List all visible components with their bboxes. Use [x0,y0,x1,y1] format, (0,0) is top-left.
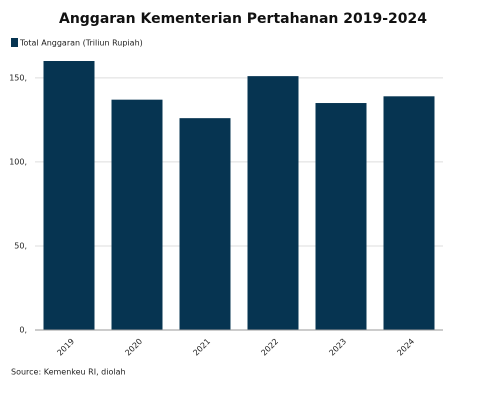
x-tick-label: 2021 [191,337,212,358]
x-tick-label: 2024 [395,337,416,358]
source-note: Source: Kemenkeu RI, diolah [11,368,126,377]
y-tick-label: 100, [9,157,27,166]
bar [179,118,231,330]
y-tick-label: 0, [19,326,27,335]
y-tick-label: 150, [9,73,27,82]
legend-label: Total Anggaran (Triliun Rupiah) [19,39,143,48]
bar [247,76,299,330]
x-tick-label: 2019 [55,337,76,358]
y-tick-label: 50, [14,241,27,250]
chart-title: Anggaran Kementerian Pertahanan 2019-202… [59,11,427,27]
x-tick-label: 2023 [327,337,348,358]
x-tick-label: 2022 [259,337,280,358]
bar [315,103,367,330]
legend-swatch [11,38,18,47]
x-tick-label: 2020 [123,337,144,358]
bar [383,96,435,331]
bar [43,61,95,330]
bar [111,99,163,330]
